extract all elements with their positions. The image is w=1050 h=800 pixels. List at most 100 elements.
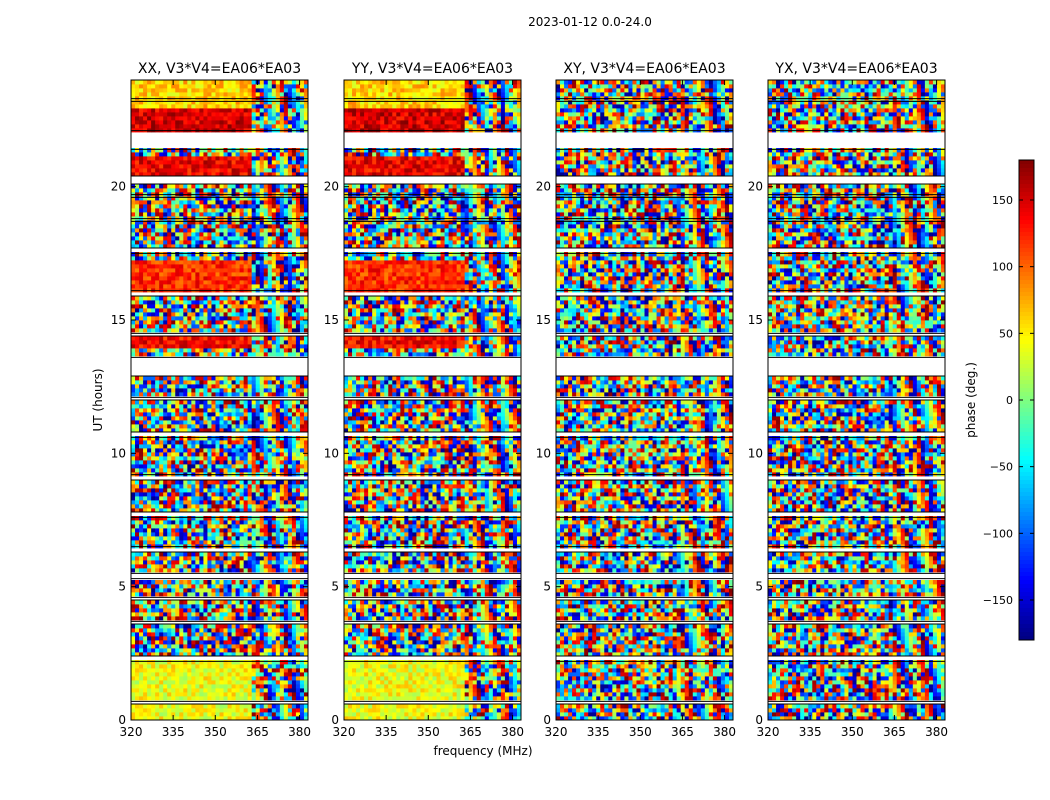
heatmap-cell (159, 604, 164, 609)
heatmap-cell (211, 536, 216, 541)
heatmap-cell (251, 496, 257, 501)
heatmap-cell (199, 628, 204, 633)
heatmap-cell (287, 260, 293, 265)
heatmap-cell (131, 648, 136, 653)
heatmap-cell (199, 328, 204, 333)
heatmap-cell (187, 704, 192, 709)
heatmap-cell (283, 704, 289, 709)
heatmap-cell (283, 672, 289, 677)
heatmap-cell (259, 304, 265, 309)
heatmap-cell (295, 312, 301, 317)
heatmap-cell (247, 236, 253, 241)
heatmap-cell (179, 520, 184, 525)
heatmap-cell (147, 440, 152, 445)
heatmap-cell (139, 272, 144, 277)
heatmap-cell (199, 608, 204, 613)
heatmap-cell (275, 324, 281, 329)
heatmap-cell (295, 344, 301, 349)
heatmap-cell (243, 448, 249, 453)
heatmap-cell (167, 232, 172, 237)
heatmap-cell (227, 260, 232, 265)
heatmap-cell (187, 440, 192, 445)
heatmap-cell (215, 584, 220, 589)
heatmap-cell (191, 428, 196, 433)
heatmap-cell (263, 520, 269, 525)
heatmap-cell (163, 492, 168, 497)
heatmap-cell (267, 608, 273, 613)
heatmap-cell (195, 320, 200, 325)
heatmap-cell (143, 688, 148, 693)
heatmap-cell (251, 636, 257, 641)
heatmap-cell (195, 412, 200, 417)
heatmap-cell (255, 568, 261, 573)
heatmap-cell (131, 404, 136, 409)
heatmap-cell (303, 284, 309, 289)
heatmap-cell (159, 188, 164, 193)
heatmap-cell (155, 640, 160, 645)
heatmap-cell (187, 696, 192, 701)
heatmap-cell (143, 676, 148, 681)
heatmap-cell (155, 520, 160, 525)
heatmap-cell (251, 504, 257, 509)
heatmap-cell (255, 444, 261, 449)
heatmap-cell (175, 684, 180, 689)
heatmap-cell (299, 212, 305, 217)
heatmap-cell (159, 708, 164, 713)
heatmap-cell (155, 592, 160, 597)
heatmap-cell (259, 488, 265, 493)
heatmap-cell (251, 612, 257, 617)
heatmap-cell (131, 412, 136, 417)
heatmap-cell (267, 540, 273, 545)
heatmap-cell (231, 508, 236, 513)
heatmap-cell (303, 636, 309, 641)
heatmap-cell (207, 484, 212, 489)
heatmap-cell (191, 480, 196, 485)
heatmap-cell (203, 340, 208, 345)
heatmap-cell (211, 260, 216, 265)
heatmap-cell (167, 500, 172, 505)
heatmap-cell (299, 312, 305, 317)
heatmap-cell (227, 348, 232, 353)
heatmap-cell (147, 652, 152, 657)
heatmap-cell (263, 500, 269, 505)
heatmap-cell (299, 588, 305, 593)
heatmap-cell (199, 500, 204, 505)
heatmap-cell (275, 220, 281, 225)
heatmap-cell (171, 468, 176, 473)
heatmap-cell (211, 592, 216, 597)
heatmap-cell (143, 388, 148, 393)
heatmap-cell (295, 568, 301, 573)
heatmap-cell (283, 588, 289, 593)
heatmap-cell (195, 484, 200, 489)
heatmap-cell (191, 260, 196, 265)
heatmap-cell (167, 588, 172, 593)
heatmap-cell (195, 428, 200, 433)
heatmap-cell (275, 528, 281, 533)
heatmap-cell (139, 532, 144, 537)
heatmap-cell (203, 532, 208, 537)
heatmap-cell (179, 580, 184, 585)
heatmap-cell (179, 296, 184, 301)
heatmap-cell (279, 204, 285, 209)
heatmap-cell (195, 600, 200, 605)
heatmap-cell (219, 284, 224, 289)
heatmap-cell (243, 708, 249, 713)
heatmap-cell (135, 284, 140, 289)
heatmap-cell (283, 208, 289, 213)
heatmap-cell (139, 304, 144, 309)
heatmap-cell (271, 244, 277, 249)
heatmap-cell (251, 508, 257, 513)
heatmap-cell (259, 692, 265, 697)
heatmap-cell (167, 712, 172, 717)
heatmap-cell (175, 260, 180, 265)
heatmap-cell (223, 528, 228, 533)
heatmap-cell (151, 428, 156, 433)
heatmap-cell (163, 672, 168, 677)
heatmap-cell (191, 456, 196, 461)
heatmap-cell (283, 392, 289, 397)
heatmap-cell (223, 564, 228, 569)
heatmap-cell (163, 344, 168, 349)
heatmap-cell (291, 456, 297, 461)
heatmap-cell (287, 520, 293, 525)
heatmap-cell (155, 224, 160, 229)
